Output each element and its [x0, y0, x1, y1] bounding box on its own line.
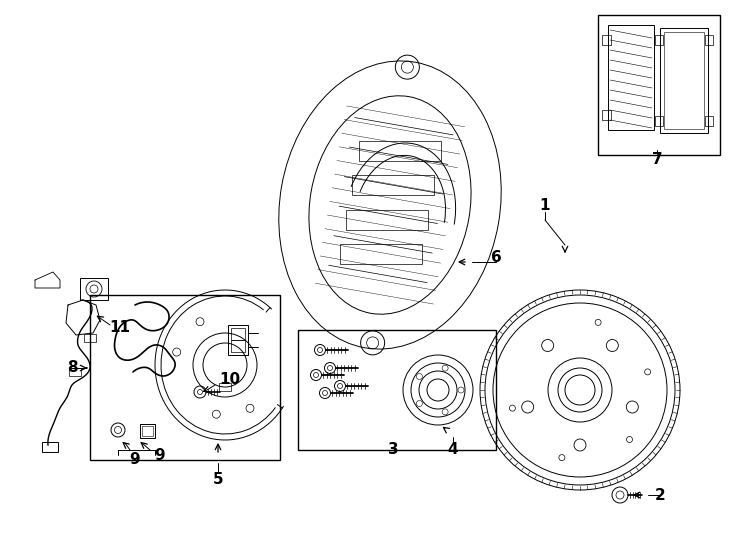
- Bar: [80, 278, 108, 300]
- Text: 5: 5: [213, 472, 223, 488]
- Bar: [142, 426, 153, 436]
- Bar: [84, 334, 96, 342]
- Bar: [705, 35, 713, 45]
- Bar: [219, 383, 231, 391]
- Text: 2: 2: [655, 488, 666, 503]
- Bar: [42, 442, 58, 452]
- Text: 8: 8: [67, 361, 77, 375]
- Text: 7: 7: [652, 152, 662, 167]
- Bar: [228, 325, 248, 355]
- Text: 10: 10: [219, 373, 241, 388]
- Text: 3: 3: [388, 442, 399, 457]
- Bar: [664, 32, 704, 129]
- Bar: [608, 25, 654, 130]
- Text: 4: 4: [448, 442, 458, 457]
- Text: 6: 6: [490, 251, 501, 266]
- Text: 1: 1: [539, 198, 550, 213]
- Text: 9: 9: [155, 448, 165, 462]
- Bar: [298, 330, 496, 450]
- Bar: [231, 340, 245, 352]
- Bar: [69, 368, 81, 376]
- Bar: [231, 328, 245, 340]
- Bar: [660, 28, 708, 133]
- Text: 9: 9: [130, 453, 140, 468]
- Text: 11: 11: [109, 321, 131, 335]
- Bar: [655, 116, 663, 126]
- Bar: [705, 116, 713, 126]
- Bar: [598, 15, 720, 155]
- Bar: [602, 35, 611, 45]
- Bar: [655, 35, 663, 45]
- Bar: [140, 424, 155, 438]
- Bar: [602, 110, 611, 120]
- Bar: [90, 295, 280, 460]
